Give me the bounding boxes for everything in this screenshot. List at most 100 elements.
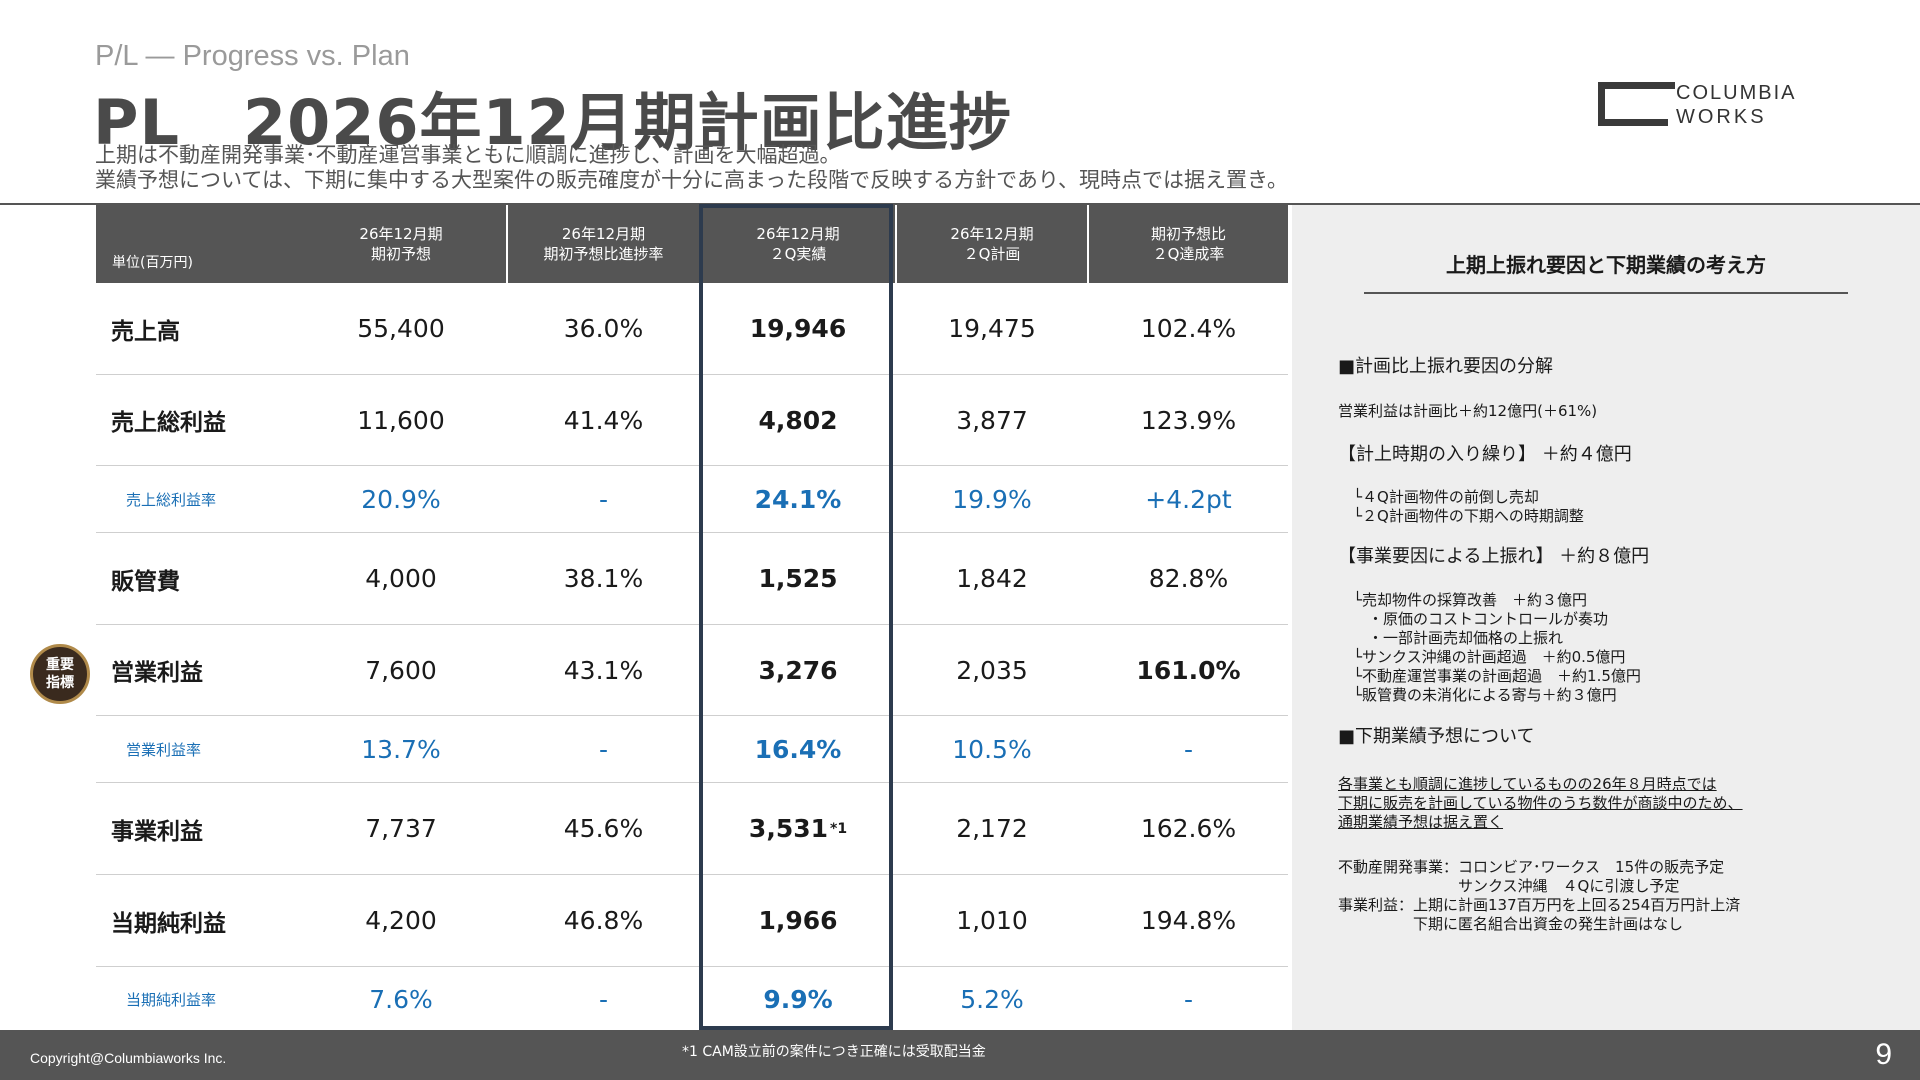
cell-value: - bbox=[1183, 734, 1194, 764]
table-cell: - bbox=[508, 716, 699, 782]
cell-value: 16.4% bbox=[754, 734, 842, 764]
table-cell: 123.9% bbox=[1089, 375, 1288, 465]
cell-value: - bbox=[598, 984, 609, 1014]
table-cell: 20.9% bbox=[306, 466, 496, 532]
table-row: 販管費 4,000 38.1% 1,525 1,842 82.8% bbox=[96, 533, 1288, 625]
cell-value: 1,010 bbox=[956, 906, 1028, 935]
table-cell: - bbox=[508, 967, 699, 1031]
col-header-initial-forecast: 26年12月期 期初予想 bbox=[359, 225, 443, 263]
col-header-progress-rate: 26年12月期 期初予想比進捗率 bbox=[543, 225, 664, 263]
panel-text-line: └不動産運営事業の計画超過 ＋約1.5億円 bbox=[1338, 667, 1641, 685]
cell-value: 4,802 bbox=[758, 405, 838, 435]
table-cell: 46.8% bbox=[508, 875, 699, 966]
table-row: 売上高 55,400 36.0% 19,946 19,475 102.4% bbox=[96, 283, 1288, 375]
cell-value: 3,531 bbox=[748, 814, 828, 843]
cell-value: 1,842 bbox=[956, 564, 1028, 593]
cell-value: 7,600 bbox=[365, 655, 437, 685]
table-cell: 82.8% bbox=[1089, 533, 1288, 624]
table-cell: 43.1% bbox=[508, 625, 699, 715]
cell-value: 162.6% bbox=[1140, 814, 1237, 843]
row-label: 当期純利益率 bbox=[126, 990, 217, 1009]
panel-text-line: └４Q計画物件の前倒し売却 bbox=[1338, 488, 1539, 506]
table-cell: 1,966 bbox=[701, 875, 895, 966]
table-row: 当期純利益 4,200 46.8% 1,966 1,010 194.8% bbox=[96, 875, 1288, 967]
table-cell: 9.9% bbox=[701, 967, 895, 1031]
panel-divider bbox=[1364, 292, 1848, 294]
table-cell: - bbox=[508, 466, 699, 532]
col-header-2q-plan: 26年12月期 ２Q計画 bbox=[950, 225, 1034, 263]
table-cell: 55,400 bbox=[306, 283, 496, 374]
lead-line-2: 業績予想については、下期に集中する大型案件の販売確度が十分に高まった段階で反映す… bbox=[95, 168, 1289, 192]
subtitle-en: P/L — Progress vs. Plan bbox=[95, 40, 410, 72]
table-cell: 2,172 bbox=[897, 783, 1087, 874]
company-logo: COLUMBIA WORKS bbox=[1598, 82, 1814, 132]
table-cell: 7.6% bbox=[306, 967, 496, 1031]
panel-text-line: └販管費の未消化による寄与＋約３億円 bbox=[1338, 686, 1617, 704]
header-separator bbox=[895, 205, 897, 283]
panel-text-line: 事業利益：上期に計画137百万円を上回る254百万円計上済 bbox=[1338, 896, 1741, 914]
cell-value: 4,200 bbox=[365, 906, 437, 935]
cell-value: 9.9% bbox=[763, 984, 833, 1014]
cell-value: 123.9% bbox=[1140, 405, 1237, 435]
row-label: 営業利益率 bbox=[126, 740, 202, 759]
table-cell: 3,531 *1 bbox=[701, 783, 895, 874]
table-cell: - bbox=[1089, 716, 1288, 782]
copyright: Copyright@Columbiaworks Inc. bbox=[30, 1050, 227, 1066]
lead-text: 上期は不動産開発事業･不動産運営事業ともに順調に進捗し、計画を大幅超過。 業績予… bbox=[95, 143, 1288, 193]
table-cell: 4,200 bbox=[306, 875, 496, 966]
page-number: 9 bbox=[1875, 1038, 1892, 1071]
table-row: 営業利益 7,600 43.1% 3,276 2,035 161.0% bbox=[96, 625, 1288, 716]
table-cell: 1,010 bbox=[897, 875, 1087, 966]
table-cell: 161.0% bbox=[1089, 625, 1288, 715]
table-row: 売上総利益率 20.9% - 24.1% 19.9% +4.2pt bbox=[96, 466, 1288, 533]
cell-value: 3,276 bbox=[758, 655, 838, 685]
table-cell: 19,475 bbox=[897, 283, 1087, 374]
cell-value: 19,946 bbox=[749, 314, 847, 343]
panel-section-heading: ■下期業績予想について bbox=[1338, 726, 1535, 747]
table-cell: 102.4% bbox=[1089, 283, 1288, 374]
cell-value: 161.0% bbox=[1136, 655, 1241, 685]
cell-value: 11,600 bbox=[357, 405, 445, 435]
header-separator bbox=[1087, 205, 1089, 283]
cell-value: - bbox=[1183, 984, 1194, 1014]
panel-text-line: 各事業とも順調に進捗しているものの26年８月時点では bbox=[1338, 775, 1717, 793]
table-row: 当期純利益率 7.6% - 9.9% 5.2% - bbox=[96, 967, 1288, 1032]
lead-line-1: 上期は不動産開発事業･不動産運営事業ともに順調に進捗し、計画を大幅超過。 bbox=[95, 143, 841, 167]
table-cell: 36.0% bbox=[508, 283, 699, 374]
cell-value: 46.8% bbox=[563, 906, 644, 935]
table-cell: 194.8% bbox=[1089, 875, 1288, 966]
table-cell: 45.6% bbox=[508, 783, 699, 874]
unit-label: 単位(百万円) bbox=[112, 255, 193, 271]
table-cell: 2,035 bbox=[897, 625, 1087, 715]
row-label: 売上高 bbox=[111, 318, 180, 345]
panel-section-heading: 【計上時期の入り繰り】 ＋約４億円 bbox=[1338, 444, 1632, 465]
table-cell: 7,600 bbox=[306, 625, 496, 715]
table-cell: 24.1% bbox=[701, 466, 895, 532]
cell-value: 55,400 bbox=[357, 314, 445, 343]
cell-value: 194.8% bbox=[1140, 906, 1237, 935]
row-label: 事業利益 bbox=[111, 818, 203, 845]
cell-value: 1,966 bbox=[758, 906, 838, 935]
table-cell: 19,946 bbox=[701, 283, 895, 374]
table-cell: 10.5% bbox=[897, 716, 1087, 782]
cell-value: 7.6% bbox=[369, 984, 433, 1014]
table-cell: 4,802 bbox=[701, 375, 895, 465]
table-cell: 13.7% bbox=[306, 716, 496, 782]
cell-value: 19.9% bbox=[952, 484, 1032, 514]
cell-value: 82.8% bbox=[1148, 564, 1229, 593]
panel-text-line: 営業利益は計画比＋約12億円(＋61%) bbox=[1338, 402, 1598, 420]
cell-value: 10.5% bbox=[952, 734, 1032, 764]
table-cell: 19.9% bbox=[897, 466, 1087, 532]
cell-value: - bbox=[598, 484, 609, 514]
table-cell: 41.4% bbox=[508, 375, 699, 465]
cell-value: +4.2pt bbox=[1145, 484, 1232, 514]
panel-text-line: 不動産開発事業：コロンビア･ワークス 15件の販売予定 bbox=[1338, 858, 1725, 876]
table-cell: 3,877 bbox=[897, 375, 1087, 465]
cell-value: 7,737 bbox=[365, 814, 437, 843]
table-cell: 4,000 bbox=[306, 533, 496, 624]
cell-value: 2,035 bbox=[956, 655, 1028, 685]
footnote: *1 CAM設立前の案件につき正確には受取配当金 bbox=[682, 1044, 986, 1060]
table-header: 単位(百万円) 26年12月期 期初予想 26年12月期 期初予想比進捗率 26… bbox=[96, 205, 1288, 283]
cell-value: 24.1% bbox=[754, 484, 842, 514]
panel-text-line: ・一部計画売却価格の上振れ bbox=[1338, 629, 1564, 647]
